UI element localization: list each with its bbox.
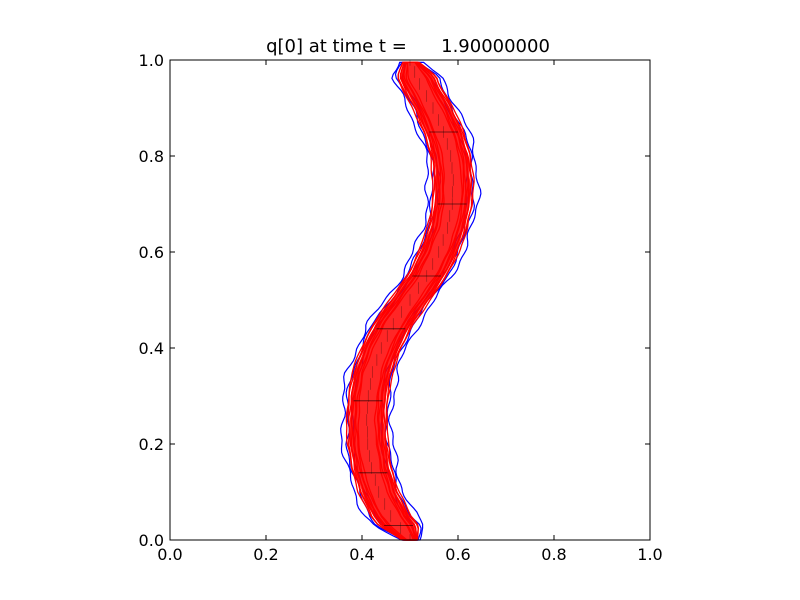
x-tick-label: 1.0 — [637, 545, 662, 564]
blue-contour-line — [340, 61, 482, 541]
y-tick-label: 0.2 — [139, 435, 164, 454]
x-tick-label: 0.0 — [157, 545, 182, 564]
x-tick-label: 0.4 — [349, 545, 374, 564]
x-tick-label: 0.6 — [445, 545, 470, 564]
y-tick-label: 0.8 — [139, 147, 164, 166]
chart-title: q[0] at time t = 1.90000000 — [266, 36, 550, 57]
plot-area — [340, 60, 482, 541]
y-axis-ticks: 0.0 0.2 0.4 0.6 0.8 1.0 — [139, 51, 650, 550]
mesh-line-group — [353, 60, 467, 540]
x-tick-label: 0.2 — [253, 545, 278, 564]
plot-frame — [169, 59, 651, 541]
y-tick-label: 0.0 — [139, 531, 164, 550]
y-tick-label: 1.0 — [139, 51, 164, 70]
y-tick-label: 0.4 — [139, 339, 164, 358]
y-tick-label: 0.6 — [139, 243, 164, 262]
red-contour-line — [345, 61, 475, 541]
x-axis-ticks: 0.0 0.2 0.4 0.6 0.8 1.0 — [157, 60, 663, 564]
x-tick-label: 0.8 — [541, 545, 566, 564]
